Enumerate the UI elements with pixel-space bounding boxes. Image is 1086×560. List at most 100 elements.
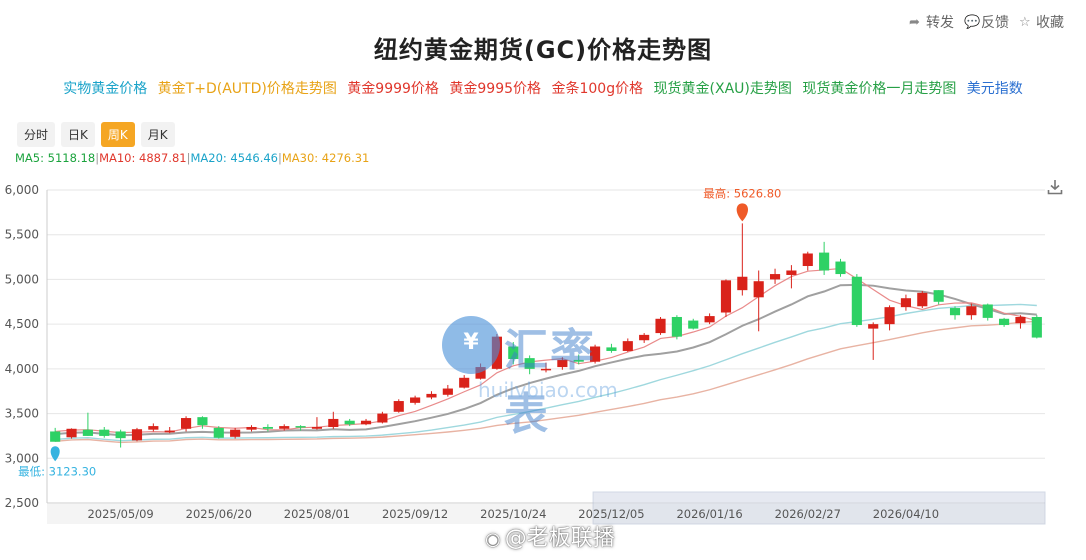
link-spot-gold-month[interactable]: 现货黄金价格一月走势图: [802, 81, 957, 97]
candle: [491, 333, 502, 370]
candle-body: [802, 253, 813, 267]
candle: [868, 322, 879, 360]
link-physical-gold[interactable]: 实物黄金价格: [63, 81, 148, 97]
candle-body: [966, 306, 977, 316]
y-tick-label: 3,000: [5, 451, 39, 465]
candle-body: [769, 274, 781, 280]
high-marker-pin: [736, 203, 749, 222]
candle: [148, 423, 159, 432]
candle-body: [933, 290, 944, 302]
tab-daily-k[interactable]: 日K: [61, 122, 95, 147]
candle: [82, 412, 93, 436]
x-tick-label: 2025/08/01: [284, 507, 350, 521]
candle: [508, 342, 519, 365]
x-tick-label: 2026/04/10: [873, 507, 939, 521]
candle: [344, 418, 355, 427]
candle-body: [1015, 316, 1026, 324]
link-spot-xau[interactable]: 现货黄金(XAU)走势图: [653, 81, 792, 97]
candle: [295, 425, 306, 431]
x-tick-label: 2025/05/09: [87, 507, 153, 521]
candle: [769, 268, 781, 284]
candle: [573, 354, 584, 365]
x-tick-label: 2025/06/20: [186, 507, 252, 521]
candle: [655, 316, 666, 335]
candle: [115, 429, 126, 448]
candle: [197, 416, 208, 429]
candle: [99, 426, 110, 438]
candle-body: [393, 401, 404, 412]
y-tick-label: 2,500: [5, 496, 39, 510]
favorite-button[interactable]: ☆ 收藏: [1019, 14, 1064, 32]
candle-body: [622, 341, 633, 351]
candle: [622, 338, 633, 352]
x-tick-label: 2025/09/12: [382, 507, 448, 521]
link-usd-index[interactable]: 美元指数: [966, 81, 1023, 97]
feedback-button[interactable]: 💬 反馈: [964, 14, 1009, 32]
price-chart: 最高: 5626.80 最低: 3123.30 2,500 3,000 3,500 4,…: [5, 183, 1046, 525]
page-title: 纽约黄金期货(GC)价格走势图: [373, 36, 713, 64]
candle: [442, 384, 453, 397]
candle: [164, 426, 175, 434]
candle-body: [655, 318, 666, 334]
y-tick-label: 5,500: [5, 228, 39, 242]
candle: [50, 427, 61, 442]
candle-body: [737, 276, 748, 291]
candle-body: [851, 276, 862, 326]
candle: [377, 411, 388, 424]
candle: [393, 399, 404, 413]
candle: [410, 395, 421, 405]
candle-body: [590, 346, 601, 362]
ma-legend: MA5: 5118.18|MA10: 4887.81|MA20: 4546.46…: [15, 151, 370, 165]
candle-body: [131, 429, 143, 441]
candle: [66, 428, 77, 439]
candle-body: [164, 430, 175, 433]
y-tick-label: 5,000: [5, 272, 39, 286]
tab-monthly-k[interactable]: 月K: [140, 122, 175, 147]
candle-body: [442, 388, 453, 395]
share-button[interactable]: ➦ 转发: [909, 14, 954, 32]
candle-body: [246, 426, 257, 430]
candle: [475, 363, 486, 380]
candle: [246, 425, 257, 432]
tab-intraday[interactable]: 分时: [17, 122, 56, 147]
candle: [131, 427, 143, 442]
candle: [590, 344, 601, 364]
candle-body: [475, 367, 486, 379]
candle-body: [344, 420, 355, 425]
candle-body: [557, 359, 568, 368]
candle-body: [999, 318, 1010, 326]
x-tick-label: 2026/02/27: [775, 507, 841, 521]
candle-body: [819, 252, 830, 271]
tab-weekly-k[interactable]: 周K: [100, 122, 135, 147]
candle-body: [328, 418, 339, 427]
download-icon[interactable]: [1046, 178, 1064, 196]
candle-body: [540, 368, 552, 371]
candle-body: [917, 292, 928, 307]
link-gold-bar-100g[interactable]: 金条100g价格: [551, 81, 644, 97]
candle: [1031, 315, 1042, 339]
candle-body: [377, 413, 388, 423]
candle: [933, 290, 944, 305]
related-links: 实物黄金价格 黄金T+D(AUTD)价格走势图 黄金9999价格 黄金9995价…: [0, 78, 1086, 98]
candle: [688, 318, 699, 330]
low-marker-pin: [50, 446, 60, 462]
candle-body: [524, 358, 535, 369]
candle-body: [213, 427, 224, 438]
candle: [753, 270, 764, 332]
candle-body: [50, 431, 61, 442]
candle-body: [230, 429, 241, 437]
link-gold-9999[interactable]: 黄金9999价格: [347, 81, 439, 97]
candle: [459, 375, 470, 389]
candle: [180, 416, 192, 432]
candle: [606, 343, 617, 353]
candle: [900, 294, 912, 311]
candle-body: [720, 280, 732, 313]
candle-body: [835, 261, 846, 275]
link-gold-9995[interactable]: 黄金9995价格: [449, 81, 542, 97]
candle-body: [688, 320, 699, 329]
candle: [524, 355, 535, 375]
candle-body: [671, 316, 682, 337]
x-tick-label: 2026/01/16: [676, 507, 742, 521]
candle-body: [115, 431, 126, 439]
link-autd[interactable]: 黄金T+D(AUTD)价格走势图: [157, 81, 337, 97]
